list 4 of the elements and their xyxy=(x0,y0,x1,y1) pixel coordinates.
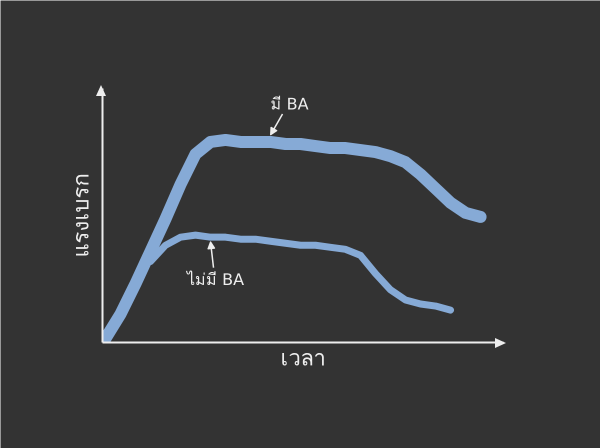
x-axis-title: เวลา xyxy=(280,346,326,372)
series-label: ไม่มี BA xyxy=(185,270,244,290)
y-axis-title: แรงเบรก xyxy=(70,174,94,258)
series-label: มี BA xyxy=(270,94,309,114)
